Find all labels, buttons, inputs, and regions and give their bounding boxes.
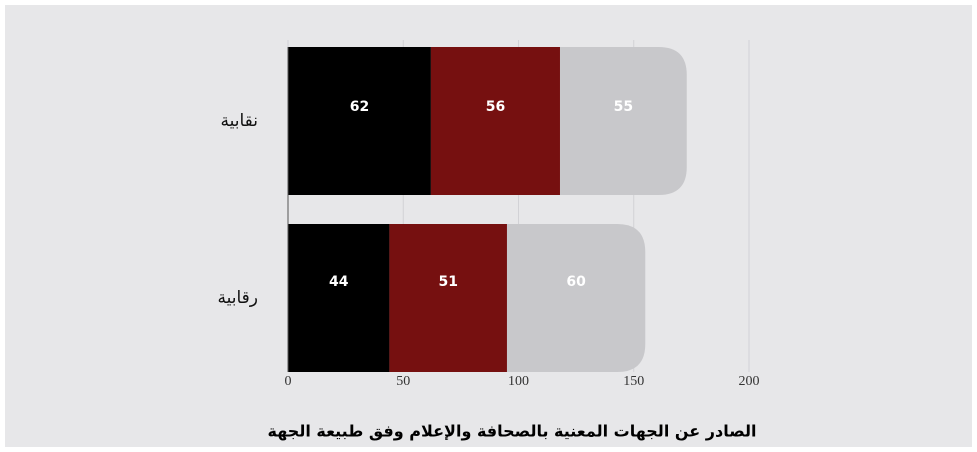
data-label: 56 — [486, 99, 505, 115]
bar-segment — [430, 47, 560, 195]
data-label: 62 — [350, 99, 369, 115]
bar-segment — [389, 224, 507, 372]
x-tick-label: 100 — [508, 374, 529, 389]
data-label: 44 — [329, 274, 349, 290]
data-label: 60 — [566, 274, 586, 290]
bar-segment — [288, 47, 431, 195]
bar-segment — [288, 224, 390, 372]
x-tick-label: 50 — [396, 374, 410, 389]
category-label: رقابية — [218, 288, 259, 308]
bar-segment — [506, 224, 646, 372]
category-label: نقابية — [221, 111, 259, 131]
chart-title: الصادر عن الجهات المعنية بالصحافة والإعل… — [268, 422, 757, 441]
data-label: 51 — [438, 274, 457, 290]
x-tick-label: 0 — [285, 374, 292, 389]
x-tick-label: 150 — [623, 374, 644, 389]
data-label: 55 — [614, 99, 633, 115]
bar-segment — [559, 47, 687, 195]
x-tick-label: 200 — [739, 374, 760, 389]
